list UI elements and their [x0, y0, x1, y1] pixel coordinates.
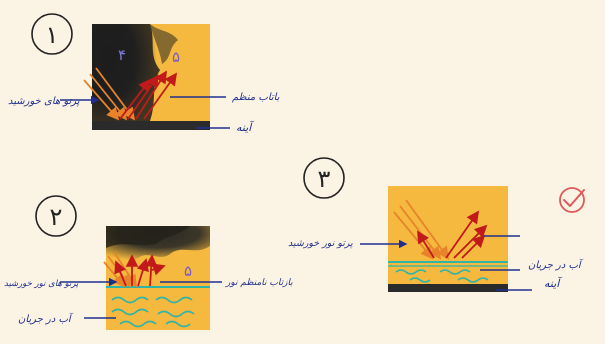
diagram-1-number: ۱ — [31, 13, 73, 55]
diagram-2-beam-label: بازتاب نامنظم نور — [225, 278, 293, 288]
diagram-1-mirror-label: آینه — [236, 120, 255, 134]
diagram-3-sun-ray-label: پرتو نور خورشید — [288, 238, 353, 249]
diagram-3-mirror — [388, 284, 508, 292]
svg-text:۲: ۲ — [50, 203, 63, 231]
diagram-3-number: ۳ — [303, 157, 345, 199]
diagram-3-water-label: آب در جریان — [528, 258, 584, 271]
diagram-2-water-label: آب در جریان — [18, 312, 74, 325]
diagram-1-reflected-rays — [119, 70, 178, 120]
check-circle-icon — [559, 187, 585, 213]
diagram-2-mark-5: ۵ — [184, 262, 192, 280]
diagram-2-number: ۲ — [35, 195, 77, 237]
diagram-3-water-waves — [395, 269, 489, 283]
diagram-1-mark-5: ۵ — [172, 48, 180, 66]
diagram-1: ۱ ۴ ۵ پرتو های خورشید باتاب منظم — [8, 13, 280, 134]
diagram-2-water-waves — [111, 296, 195, 328]
diagram-2-reflected-rays — [114, 254, 166, 287]
diagram-3-reflected-rays — [417, 210, 488, 259]
diagram-3-mirror-label: آینه — [544, 276, 563, 290]
diagram-1-sun-ray-label: پرتو های خورشید — [8, 96, 80, 107]
diagram-1-mirror — [92, 121, 210, 130]
diagram-1-mark-4: ۴ — [118, 46, 126, 64]
diagram-2: ۲ ۵ — [4, 195, 293, 330]
diagram-1-beam-label: باتاب منظم — [232, 92, 280, 103]
svg-text:۳: ۳ — [318, 165, 331, 193]
diagram-2-sun-ray-label: پرتو های نور خورشید — [4, 279, 79, 289]
svg-text:۱: ۱ — [46, 21, 59, 49]
diagram-3: ۳ پرتو نو — [288, 157, 584, 292]
